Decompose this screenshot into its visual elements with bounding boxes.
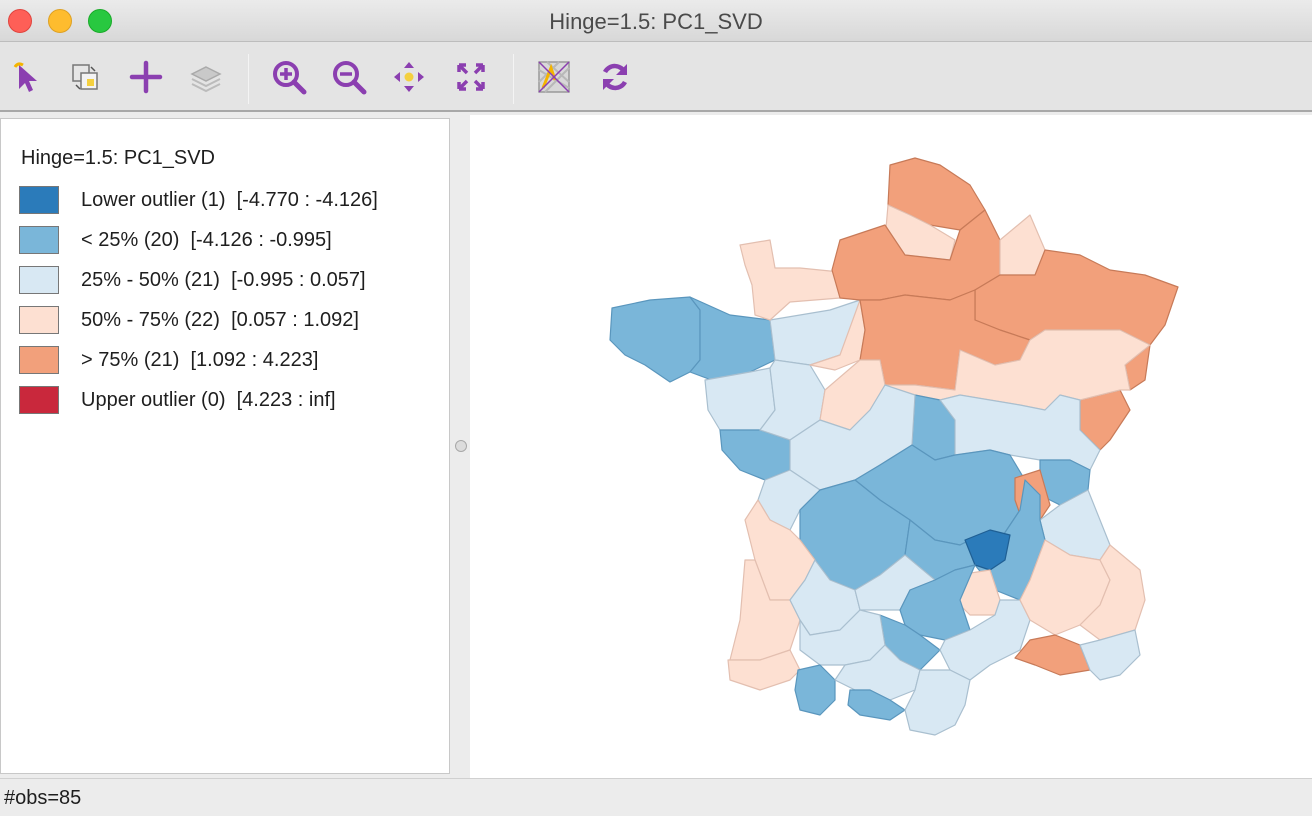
pane-splitter[interactable] bbox=[451, 118, 469, 774]
legend-item-above-75[interactable]: > 75% (21) [1.092 : 4.223] bbox=[19, 345, 318, 375]
select-tool-button[interactable] bbox=[6, 56, 48, 98]
legend-title: Hinge=1.5: PC1_SVD bbox=[21, 147, 216, 169]
basemap-button[interactable] bbox=[533, 56, 575, 98]
map-region[interactable] bbox=[609, 296, 701, 383]
legend-swatch bbox=[19, 386, 59, 414]
legend-item-below-25[interactable]: < 25% (20) [-4.126 : -0.995] bbox=[19, 225, 332, 255]
map-region[interactable] bbox=[904, 669, 971, 736]
window-title: Hinge=1.5: PC1_SVD bbox=[549, 9, 763, 34]
legend-swatch bbox=[19, 186, 59, 214]
pan-button[interactable] bbox=[388, 56, 430, 98]
map-region[interactable] bbox=[729, 559, 801, 661]
map-region[interactable] bbox=[739, 239, 841, 321]
legend-label: 25% - 50% (21) [-0.995 : 0.057] bbox=[81, 268, 366, 291]
pan-icon bbox=[394, 62, 424, 92]
selection-copy-icon bbox=[72, 64, 98, 90]
selection-settings-button[interactable] bbox=[64, 56, 106, 98]
minimize-button[interactable] bbox=[48, 9, 72, 33]
legend-label: < 25% (20) [-4.126 : -0.995] bbox=[81, 228, 332, 251]
toolbar-separator-2 bbox=[513, 54, 514, 104]
map-region[interactable] bbox=[794, 664, 836, 716]
layers-icon bbox=[190, 66, 222, 93]
add-layer-button[interactable] bbox=[125, 56, 167, 98]
legend-panel: Hinge=1.5: PC1_SVD Lower outlier (1) [-4… bbox=[0, 118, 450, 774]
legend-label: Upper outlier (0) [4.223 : inf] bbox=[81, 388, 336, 411]
legend-label: > 75% (21) [1.092 : 4.223] bbox=[81, 348, 319, 371]
zoom-out-icon bbox=[333, 61, 367, 95]
legend-swatch bbox=[19, 346, 59, 374]
maximize-button[interactable] bbox=[88, 9, 112, 33]
toolbar-separator bbox=[248, 54, 249, 104]
zoom-out-button[interactable] bbox=[328, 56, 370, 98]
legend-item-lower-outlier[interactable]: Lower outlier (1) [-4.770 : -4.126] bbox=[19, 185, 378, 215]
legend-label: 50% - 75% (22) [0.057 : 1.092] bbox=[81, 308, 359, 331]
map-region[interactable] bbox=[719, 429, 791, 481]
legend-item-50-75[interactable]: 50% - 75% (22) [0.057 : 1.092] bbox=[19, 305, 359, 335]
title-bar: Hinge=1.5: PC1_SVD bbox=[0, 0, 1312, 42]
layers-button[interactable] bbox=[185, 56, 227, 98]
map-region[interactable] bbox=[847, 689, 906, 721]
map-region[interactable] bbox=[1014, 634, 1091, 676]
fit-extent-icon bbox=[457, 63, 485, 91]
legend-item-25-50[interactable]: 25% - 50% (21) [-0.995 : 0.057] bbox=[19, 265, 366, 295]
close-button[interactable] bbox=[8, 9, 32, 33]
refresh-button[interactable] bbox=[594, 56, 636, 98]
fit-extent-button[interactable] bbox=[450, 56, 492, 98]
map-region[interactable] bbox=[727, 649, 801, 691]
legend-swatch bbox=[19, 306, 59, 334]
splitter-handle[interactable] bbox=[455, 440, 467, 452]
map-region[interactable] bbox=[1079, 629, 1141, 681]
toolbar bbox=[0, 42, 1312, 112]
zoom-in-button[interactable] bbox=[268, 56, 310, 98]
basemap-icon bbox=[538, 61, 570, 93]
legend-label: Lower outlier (1) [-4.770 : -4.126] bbox=[81, 188, 378, 211]
pointer-icon bbox=[13, 62, 37, 92]
legend-swatch bbox=[19, 266, 59, 294]
refresh-icon bbox=[602, 63, 628, 91]
zoom-in-icon bbox=[273, 61, 307, 95]
status-bar: #obs=85 bbox=[0, 778, 1312, 816]
legend-swatch bbox=[19, 226, 59, 254]
legend-item-upper-outlier[interactable]: Upper outlier (0) [4.223 : inf] bbox=[19, 385, 336, 415]
plus-icon bbox=[129, 60, 163, 94]
choropleth-map[interactable] bbox=[470, 115, 1312, 778]
map-canvas[interactable] bbox=[470, 115, 1312, 778]
observation-count: #obs=85 bbox=[4, 787, 82, 809]
